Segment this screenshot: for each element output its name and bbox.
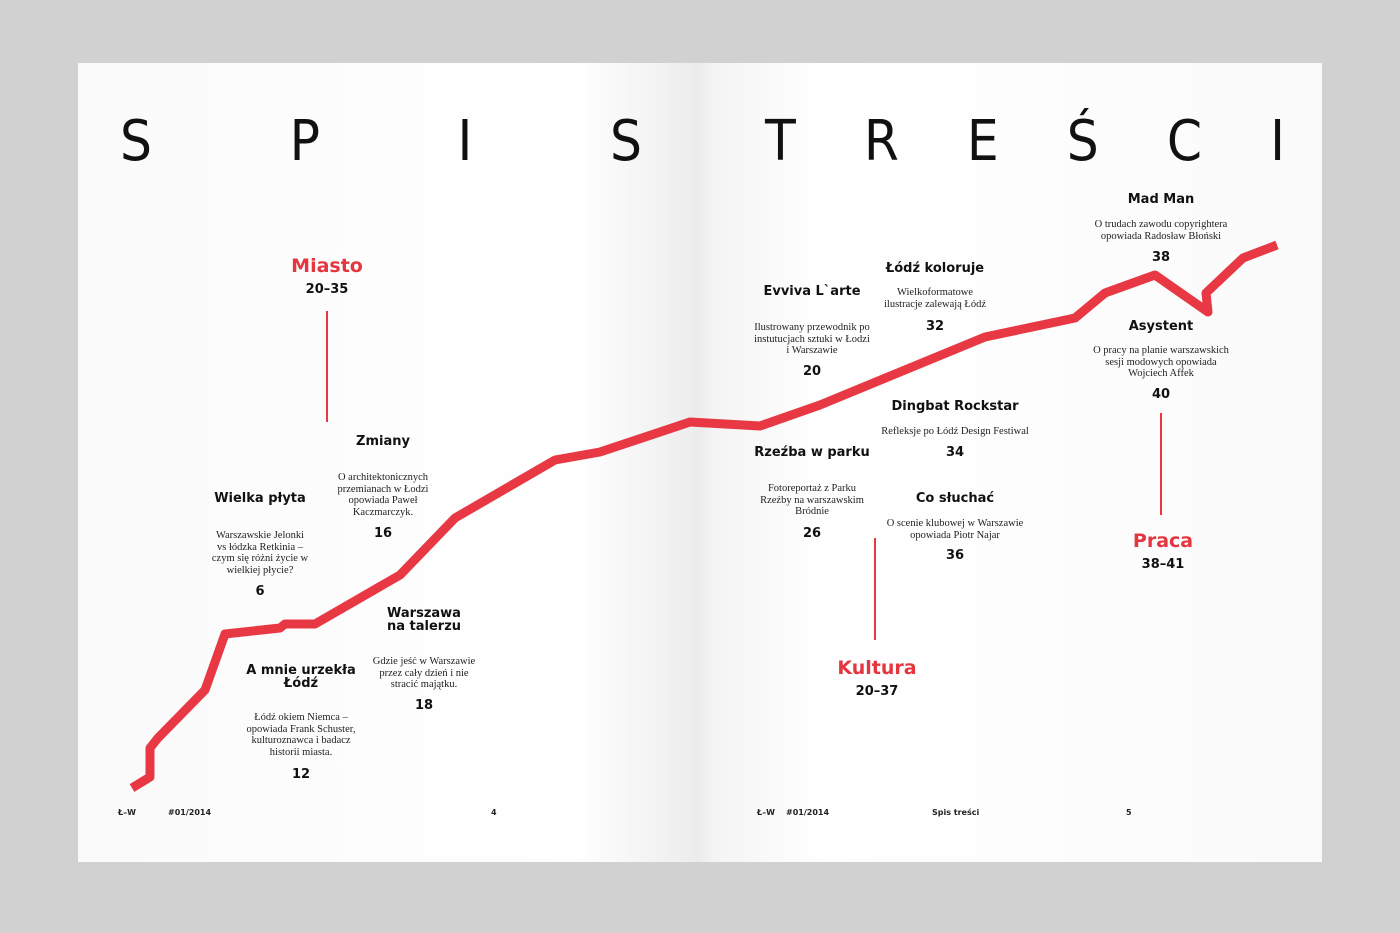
article-page: 38	[1151, 250, 1171, 265]
article-description: O pracy na planie warszawskich sesji mod…	[1093, 345, 1229, 379]
article-title: Warszawa na talerzu	[386, 606, 462, 634]
article-page: 20	[802, 364, 822, 379]
article-page: 18	[414, 698, 434, 713]
page	[78, 63, 1322, 862]
article-title: Łódź koloruje	[885, 261, 985, 276]
article-title: Rzeźba w parku	[754, 445, 870, 460]
article-page: 36	[945, 548, 965, 563]
article-title: Co słuchać	[915, 491, 995, 506]
footer-text: #01/2014	[168, 808, 212, 817]
article-description: Ilustrowany przewodnik po instutucjach s…	[754, 322, 870, 356]
article-description: Łódź okiem Niemca – opowiada Frank Schus…	[246, 712, 356, 758]
article-description: O trudach zawodu copyrightera opowiada R…	[1094, 219, 1228, 242]
article-description: O architektonicznych przemianach w Łodzi…	[337, 472, 429, 518]
article-title: Evviva L`arte	[763, 284, 861, 299]
article-title: Asystent	[1128, 319, 1194, 334]
article-page: 16	[373, 526, 393, 541]
article-description: Fotoreportaż z Parku Rzeźby na warszawsk…	[760, 483, 864, 517]
article-title: Wielka płyta	[214, 491, 306, 506]
article-description: Wielkoformatowe ilustracje zalewają Łódź	[883, 287, 987, 310]
article-page: 34	[945, 445, 965, 460]
footer-text: 5	[1126, 808, 1132, 817]
section-name: Miasto	[291, 255, 363, 277]
article-title: A mnie urzekła Łódź	[246, 663, 356, 691]
article-page: 40	[1151, 387, 1171, 402]
section-pages: 38–41	[1141, 557, 1185, 572]
article-page: 32	[925, 319, 945, 334]
article-description: Gdzie jeść w Warszawie przez cały dzień …	[372, 656, 476, 690]
title-word: TREŚCI	[764, 109, 1285, 174]
section-name: Kultura	[837, 657, 917, 679]
footer-text: Ł–W	[757, 808, 775, 817]
article-description: Refleksje po Łódź Design Festiwal	[881, 426, 1029, 437]
article-page: 6	[255, 584, 265, 599]
footer-text: Ł–W	[118, 808, 136, 817]
article-title: Zmiany	[356, 434, 410, 449]
article-description: O scenie klubowej w Warszawie opowiada P…	[886, 518, 1024, 541]
section-pages: 20–35	[305, 282, 349, 297]
footer-text: Spis treści	[932, 808, 980, 817]
article-description: Warszawskie Jelonki vs łódzka Retkinia –…	[211, 530, 309, 576]
title-word: SPIS	[120, 109, 642, 174]
article-title: Mad Man	[1127, 192, 1195, 207]
section-pages: 20–37	[855, 684, 899, 699]
article-title: Dingbat Rockstar	[891, 399, 1019, 414]
article-page: 26	[802, 526, 822, 541]
footer-text: #01/2014	[786, 808, 830, 817]
footer-text: 4	[491, 808, 497, 817]
article-page: 12	[291, 767, 311, 782]
section-name: Praca	[1132, 530, 1194, 552]
timeline	[129, 240, 1279, 792]
